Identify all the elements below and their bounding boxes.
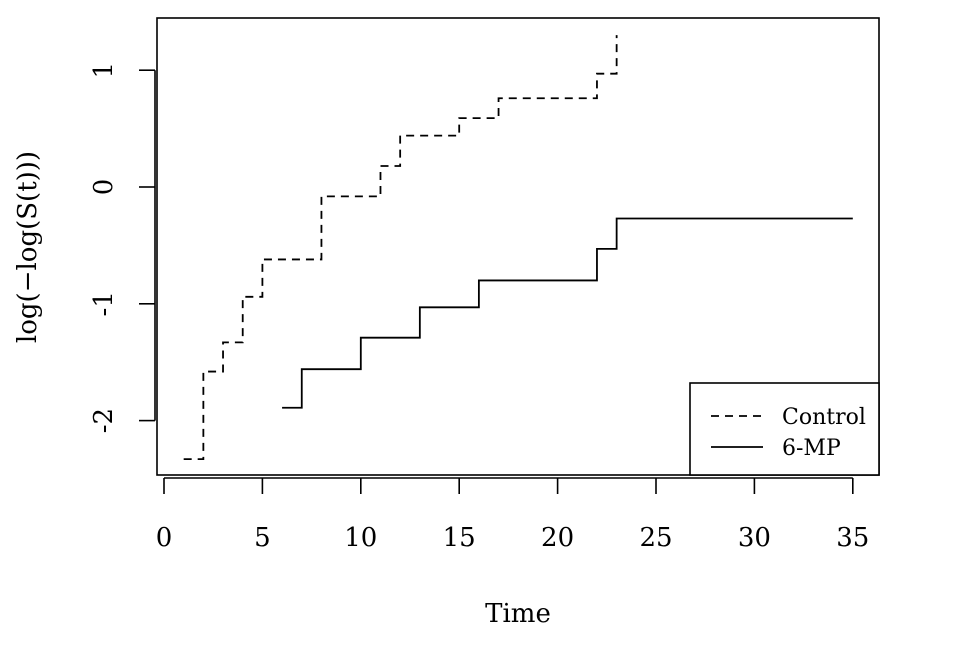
- x-tick-label: 0: [156, 523, 173, 553]
- x-tick-label: 5: [254, 523, 271, 553]
- x-tick-label: 20: [541, 523, 574, 553]
- legend-label-control: Control: [782, 405, 866, 430]
- x-tick-label: 25: [639, 523, 672, 553]
- x-axis-label: Time: [485, 599, 551, 629]
- legend: Control 6-MP: [689, 382, 880, 476]
- x-tick-label: 10: [344, 523, 377, 553]
- y-tick-label: 1: [89, 62, 119, 79]
- x-tick-label: 35: [836, 523, 869, 553]
- x-tick-label: 30: [738, 523, 771, 553]
- y-axis: -2 -1 0 1: [89, 62, 156, 433]
- series-line-control: [183, 35, 618, 461]
- y-tick-label: -1: [89, 291, 119, 316]
- x-tick-label: 15: [443, 523, 476, 553]
- y-axis-label: log(−log(S(t))): [13, 151, 43, 343]
- plot-frame: [156, 17, 880, 476]
- y-tick-label: 0: [89, 179, 119, 196]
- legend-box: [689, 382, 880, 476]
- x-axis: 0 5 10 15 20 25 30 35: [156, 477, 869, 553]
- legend-label-6mp: 6-MP: [782, 436, 841, 461]
- series-line-6mp: [282, 217, 853, 409]
- series-layer: [183, 35, 853, 461]
- y-tick-label: -2: [89, 408, 119, 433]
